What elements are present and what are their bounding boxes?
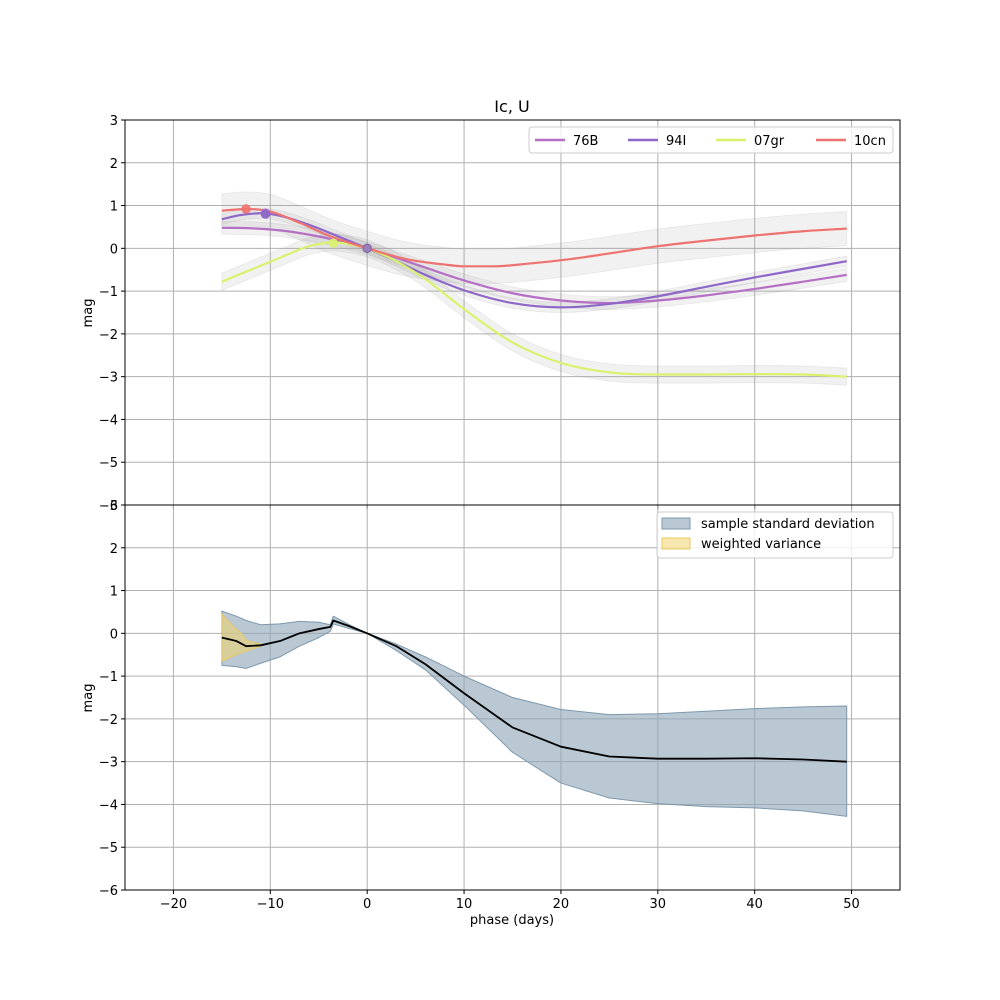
- series-line-07gr: [221, 241, 847, 378]
- bottom-y-tick-label: 1: [110, 585, 118, 600]
- top-legend: 76B 94I 07gr 10cn: [528, 126, 894, 154]
- bottom-y-tick-label: 0: [110, 627, 118, 642]
- std-deviation-band: [221, 610, 848, 817]
- top-y-tick-label: −1: [99, 285, 118, 300]
- bottom-legend: sample standard deviation weighted varian…: [656, 511, 894, 559]
- bottom-y-tick-label: 3: [110, 499, 118, 514]
- bottom-y-tick-label: −2: [99, 713, 118, 728]
- top-y-tick-label: −3: [99, 371, 118, 386]
- legend-label-10cn: 10cn: [854, 134, 886, 149]
- bottom-x-tick-label: 30: [650, 897, 667, 912]
- zero-point: [362, 243, 372, 254]
- series-band-07gr: [221, 233, 848, 386]
- bottom-y-tick-label: −5: [99, 841, 118, 856]
- top-y-tick-label: −6: [99, 499, 118, 514]
- series-band-94I: [221, 207, 848, 313]
- legend-label-std-deviation: sample standard deviation: [701, 517, 875, 532]
- top-plot-area: [221, 191, 848, 386]
- bottom-plot-area: [221, 610, 848, 817]
- legend-swatch-weighted-variance: [661, 537, 691, 550]
- bottom-y-tick-label: 2: [110, 542, 118, 557]
- peak-point-94I: [260, 209, 271, 219]
- top-y-tick-label: 0: [110, 242, 118, 257]
- legend-swatch-std-deviation: [661, 517, 691, 530]
- series-band-10cn: [221, 191, 848, 284]
- legend-label-07gr: 07gr: [754, 134, 785, 149]
- legend-label-weighted-variance: weighted variance: [701, 537, 821, 552]
- series-line-76B: [221, 226, 847, 305]
- bottom-panel: −20 −10 0 10 20 30 40 50−6−5−4−3−2−10123sample …: [99, 499, 901, 912]
- top-y-tick-label: 3: [110, 114, 118, 129]
- legend-label-76B: 76B: [573, 134, 598, 149]
- chart-title: Ic, U: [494, 97, 529, 116]
- bottom-y-tick-label: −6: [99, 884, 118, 899]
- top-y-tick-label: 2: [110, 157, 118, 172]
- bottom-x-tick-label: 20: [553, 897, 570, 912]
- top-y-tick-label: −5: [99, 456, 118, 471]
- legend-label-94I: 94I: [666, 134, 686, 149]
- top-y-tick-label: −4: [99, 413, 118, 428]
- peak-point-07gr: [328, 238, 338, 248]
- bottom-y-axis-label: mag: [81, 684, 96, 713]
- bottom-legend-frame: [656, 511, 894, 559]
- x-axis-label: phase (days): [470, 913, 554, 928]
- series-line-94I: [221, 212, 847, 309]
- bottom-x-tick-label: 40: [746, 897, 763, 912]
- bottom-y-tick-label: −1: [99, 670, 118, 685]
- top-y-axis-label: mag: [81, 299, 96, 328]
- top-legend-frame: [528, 126, 894, 154]
- bottom-x-tick-label: 0: [363, 897, 371, 912]
- bottom-x-tick-label: 50: [843, 897, 860, 912]
- series-line-10cn: [221, 207, 847, 268]
- bottom-y-tick-label: −4: [99, 798, 118, 813]
- top-y-tick-label: −2: [99, 328, 118, 343]
- mean-curve: [221, 619, 847, 763]
- peak-point-10cn: [241, 204, 251, 214]
- bottom-axes-frame: [124, 504, 901, 891]
- bottom-y-tick-label: −3: [99, 756, 118, 771]
- bottom-x-tick-label: −20: [160, 897, 187, 912]
- bottom-x-tick-label: −10: [257, 897, 284, 912]
- bottom-x-tick-label: 10: [456, 897, 473, 912]
- top-y-tick-label: 1: [110, 200, 118, 215]
